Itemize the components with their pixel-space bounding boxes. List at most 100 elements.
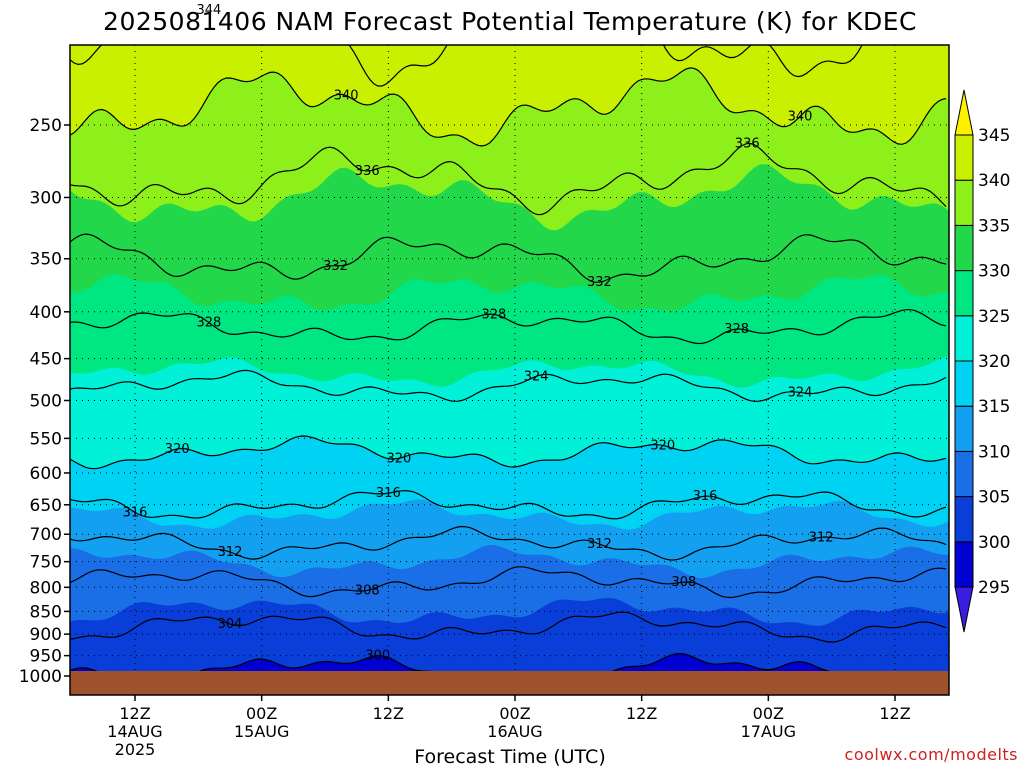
colorbar-swatch-335	[954, 179, 974, 226]
contour-label-5: 312	[587, 537, 612, 552]
colorbar-label-315: 315	[978, 397, 1010, 417]
contour-label-7: 316	[123, 505, 148, 520]
colorbar-swatch-295	[954, 541, 974, 588]
x-tick-label-66: 00Z	[753, 704, 784, 723]
contour-label-16: 328	[481, 307, 506, 322]
x-tick-label-30: 12Z	[373, 704, 404, 723]
colorbar-min-arrow	[954, 586, 974, 633]
y-tick-label-250: 250	[30, 116, 62, 136]
contour-344	[70, 45, 863, 87]
contour-labels: 300 304 308 308 312 312 312 316 316 316 320 320 320 3…	[123, 3, 834, 664]
chart-title: 2025081406 NAM Forecast Potential Temper…	[103, 7, 917, 36]
y-tick-label-800: 800	[30, 578, 62, 598]
contour-332	[70, 233, 947, 283]
colorbar-label-345: 345	[978, 126, 1010, 146]
x-tick-label-18: 00Z	[246, 704, 277, 723]
contour-label-3: 308	[671, 575, 696, 590]
y-tick-label-400: 400	[30, 303, 62, 323]
plot-frame	[69, 44, 950, 696]
y-tick-label-850: 850	[30, 602, 62, 622]
y-tick-label-300: 300	[30, 188, 62, 208]
contour-label-8: 316	[376, 486, 401, 501]
contour-label-20: 336	[355, 164, 380, 179]
y-tick-label-950: 950	[30, 647, 62, 667]
contour-label-18: 332	[323, 259, 348, 274]
y-tick-label-550: 550	[30, 429, 62, 449]
x-year-label-6: 2025	[115, 740, 156, 759]
contour-label-13: 324	[524, 369, 549, 384]
x-tick-label-54: 12Z	[626, 704, 657, 723]
colorbar-label-325: 325	[978, 307, 1010, 327]
y-tick-label-1000: 1000	[19, 667, 62, 687]
x-date-label-42: 16AUG	[487, 722, 542, 741]
colorbar-swatch-330	[954, 224, 974, 272]
y-tick-label-900: 900	[30, 625, 62, 645]
contour-label-22: 340	[334, 89, 359, 104]
y-tick-label-500: 500	[30, 392, 62, 412]
contour-label-12: 320	[650, 438, 675, 453]
colorbar-label-310: 310	[978, 442, 1010, 462]
colorbar-swatch-310	[954, 405, 974, 452]
contour-label-10: 320	[165, 442, 190, 457]
x-axis-label: Forecast Time (UTC)	[414, 746, 605, 768]
colorbar-swatch-325	[954, 270, 974, 317]
contour-320	[70, 435, 947, 470]
colorbar-label-335: 335	[978, 216, 1010, 236]
colorbar-swatch-300	[954, 496, 974, 543]
contour-label-15: 328	[196, 316, 221, 331]
x-tick-label-42: 00Z	[499, 704, 530, 723]
colorbar-label-330: 330	[978, 262, 1010, 282]
colorbar-label-295: 295	[978, 578, 1010, 598]
contour-label-4: 312	[218, 545, 243, 560]
pressure-axis: 250 300 350 400 450 500 550 600 650 700 750 800 850 9…	[19, 116, 70, 687]
x-date-label-66: 17AUG	[741, 722, 796, 741]
y-tick-label-750: 750	[30, 553, 62, 573]
contour-304	[70, 611, 947, 643]
contour-label-9: 316	[693, 489, 718, 504]
contour-label-19: 332	[587, 275, 612, 290]
x-date-label-18: 15AUG	[234, 722, 289, 741]
colorbar-label-340: 340	[978, 171, 1010, 191]
y-tick-label-450: 450	[30, 350, 62, 370]
contour-label-23: 340	[788, 109, 813, 124]
y-tick-label-650: 650	[30, 496, 62, 516]
contour-336	[70, 142, 947, 216]
colorbar-label-305: 305	[978, 488, 1010, 508]
colorbar-label-300: 300	[978, 533, 1010, 553]
contour-lines	[70, 45, 947, 687]
colorbar-swatch-320	[954, 315, 974, 362]
credit-text: coolwx.com/modelts	[845, 745, 1018, 764]
contour-328	[70, 309, 947, 345]
contour-label-1: 304	[218, 617, 243, 632]
contour-324	[70, 369, 947, 402]
colorbar-swatch-305	[954, 450, 974, 498]
contour-340	[70, 67, 947, 147]
ground-surface	[70, 671, 949, 695]
contour-label-24: 344	[196, 3, 221, 18]
dotted-gridlines	[70, 45, 949, 695]
colorbar-label-320: 320	[978, 352, 1010, 372]
temperature-bands	[70, 45, 949, 695]
band-340	[70, 45, 949, 146]
contour-label-17: 328	[724, 322, 749, 337]
contour-label-21: 336	[735, 136, 760, 151]
contour-label-2: 308	[355, 583, 380, 598]
y-tick-label-600: 600	[30, 464, 62, 484]
x-tick-label-78: 12Z	[879, 704, 910, 723]
colorbar-max-arrow	[954, 89, 974, 136]
contour-label-14: 324	[788, 385, 813, 400]
contour-label-11: 320	[386, 451, 411, 466]
contour-308	[70, 566, 947, 599]
colorbar-swatch-340	[954, 134, 974, 181]
contour-316	[70, 489, 947, 520]
y-tick-label-700: 700	[30, 525, 62, 545]
contour-label-6: 312	[809, 530, 834, 545]
colorbar-swatch-315	[954, 360, 974, 407]
x-tick-label-6: 12Z	[119, 704, 150, 723]
colorbar: 295 300 305 310 315 320 325 330 335 340 345	[954, 89, 1010, 633]
y-tick-label-350: 350	[30, 250, 62, 270]
contour-label-0: 300	[365, 649, 390, 664]
x-date-label-6: 14AUG	[107, 722, 162, 741]
